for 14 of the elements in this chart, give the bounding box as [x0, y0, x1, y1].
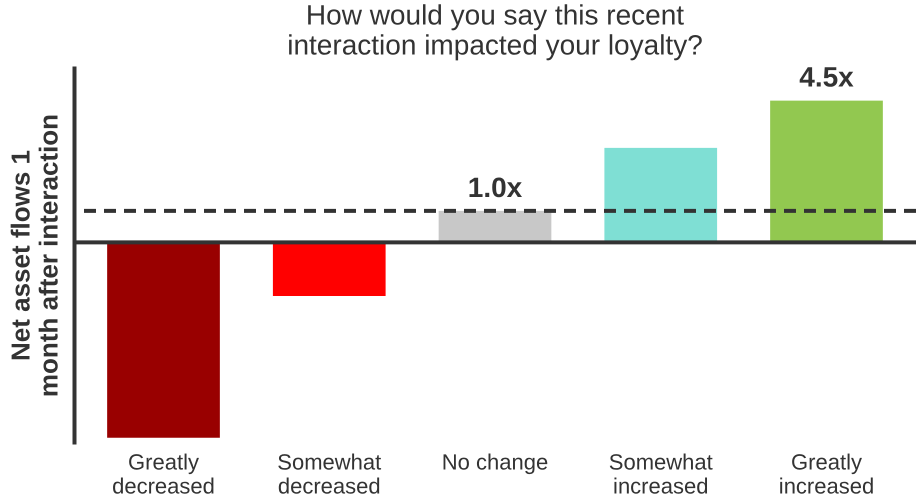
data-label: 1.0x: [468, 172, 523, 203]
x-tick-label: Greatly increased: [778, 450, 874, 498]
bar: [604, 148, 718, 242]
bar: [107, 242, 220, 438]
bar: [770, 100, 883, 242]
x-tick-label: Greatly decreased: [112, 450, 215, 498]
x-tick-label: No change: [442, 450, 548, 474]
chart-title: How would you say this recent interaction impacted your loyalty?: [287, 0, 703, 61]
data-label: 4.5x: [799, 62, 854, 93]
bar: [272, 242, 386, 296]
bar: [438, 210, 552, 242]
y-axis-title: Net asset flows 1 month after interaction: [6, 114, 64, 398]
x-tick-label: Somewhat decreased: [277, 450, 382, 498]
x-tick-label: Somewhat increased: [608, 450, 713, 498]
